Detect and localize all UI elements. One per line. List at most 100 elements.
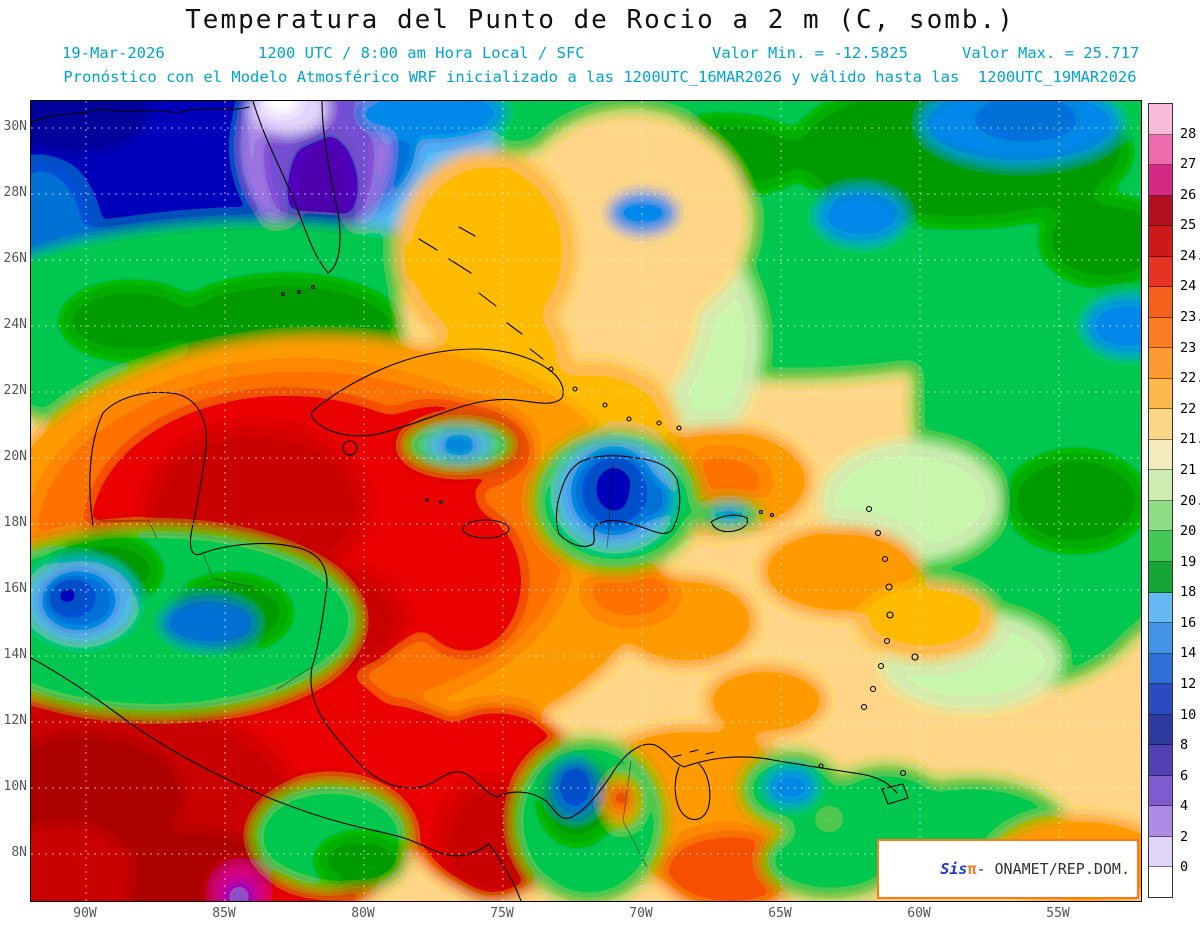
central-america-caribbean-coast [202,543,498,798]
colorbar-tick-label: 16 [1180,614,1197,631]
colorbar-segment [1149,561,1172,593]
colorbar-segment [1149,653,1172,685]
colorbar-tick-label: 6 [1180,767,1189,784]
colorbar-segment [1149,348,1172,379]
colorbar-segment [1149,531,1172,562]
cuba-coastline [310,348,564,437]
country-borders [98,462,648,868]
colorbar-segment [1149,745,1172,776]
lat-tick-label: 24N [3,317,27,332]
value-max-label: Valor Max. = 25.717 [962,44,1140,62]
map-artwork [31,101,1141,901]
colorbar-tick-label: 0 [1180,859,1189,876]
lon-tick-label: 60W [907,906,931,921]
watermark-brand: Sis [940,860,968,878]
colorbar-tick-label: 23.5 [1180,309,1200,326]
lake-maracaibo [674,763,711,821]
colorbar-segment [1149,623,1172,654]
colorbar-segment [1149,714,1172,746]
puerto-rico-coastline [710,514,748,533]
cayman-islands [424,497,444,505]
map-frame: Sisπ- ONAMET/REP.DOM. [30,100,1142,902]
page-title: Temperatura del Punto de Rocio a 2 m (C,… [185,5,1015,35]
colorbar-tick-label: 22 [1180,400,1197,417]
model-info-line: Pronóstico con el Modelo Atmosférico WRF… [63,68,1137,86]
colorbar-segment [1149,470,1172,501]
colorbar-segment [1149,592,1172,624]
colorbar-tick-label: 27 [1180,156,1197,173]
hispaniola-coastline [555,455,681,547]
colorbar-tick-label: 23 [1180,339,1197,356]
lat-tick-label: 18N [3,515,27,530]
colorbar-segment [1149,195,1172,227]
contour-field [31,101,1141,901]
colorbar-segment [1149,775,1172,807]
florida-coastline [252,101,341,274]
gulf-coastline [31,106,250,124]
lat-tick-label: 28N [3,185,27,200]
value-min-label: Valor Min. = -12.5825 [712,44,908,62]
colorbar-tick-label: 14 [1180,645,1197,662]
meta-line: 19-Mar-2026 1200 UTC / 8:00 am Hora Loca… [0,44,1200,64]
lat-tick-label: 14N [3,647,27,662]
lat-tick-label: 12N [3,713,27,728]
lat-tick-label: 8N [11,845,27,860]
colorbar-segment [1149,500,1172,532]
yucatan-coastline [89,391,208,556]
colorbar-segment [1149,134,1172,166]
south-america-coast [496,743,898,819]
lon-tick-label: 90W [73,906,97,921]
jamaica-coastline [462,519,510,539]
lat-tick-label: 26N [3,251,27,266]
colorbar-segment [1149,867,1172,897]
colorbar-segment [1149,836,1172,868]
colorbar-segment [1149,256,1172,288]
colorbar-tick-label: 21 [1180,461,1197,478]
trinidad-coastline [881,783,909,805]
forecast-time: 1200 UTC / 8:00 am Hora Local / SFC [258,44,585,62]
isla-juventud [342,440,358,456]
colorbar-segment [1149,409,1172,440]
colorbar-tick-label: 8 [1180,737,1189,754]
colorbar-segment [1149,287,1172,318]
watermark-badge: Sisπ- ONAMET/REP.DOM. [877,839,1139,899]
colorbar-tick-label: 2 [1180,828,1189,845]
pacific-coast [31,657,522,901]
colorbar-segment [1149,378,1172,410]
colorbar [1148,103,1173,898]
colorbar-tick-label: 26 [1180,186,1197,203]
forecast-date: 19-Mar-2026 [62,44,165,62]
graticule-gridlines [31,101,1141,901]
watermark-pi-symbol: π [967,860,977,878]
lat-tick-label: 16N [3,581,27,596]
lon-tick-label: 65W [768,906,792,921]
lesser-antilles-islands [672,505,919,805]
colorbar-segment [1149,439,1172,471]
colorbar-tick-label: 24 [1180,278,1197,295]
colorbar-tick-label: 25 [1180,217,1197,234]
lon-tick-label: 55W [1046,906,1070,921]
lon-tick-label: 75W [490,906,514,921]
colorbar-segment [1149,165,1172,196]
colorbar-tick-label: 28 [1180,125,1197,142]
colorbar-tick-label: 21.5 [1180,431,1200,448]
colorbar-tick-label: 24.5 [1180,247,1200,264]
colorbar-tick-label: 20.5 [1180,492,1200,509]
colorbar-tick-label: 19 [1180,553,1197,570]
lon-tick-label: 70W [629,906,653,921]
lon-tick-label: 85W [212,906,236,921]
bahamas-islands [418,226,682,431]
colorbar-tick-label: 22.5 [1180,370,1200,387]
colorbar-segment [1149,806,1172,837]
lat-tick-label: 20N [3,449,27,464]
lat-tick-label: 22N [3,383,27,398]
lon-tick-label: 80W [351,906,375,921]
watermark-agency: - ONAMET/REP.DOM. [976,860,1130,878]
colorbar-segment [1149,317,1172,349]
colorbar-tick-label: 4 [1180,798,1189,815]
florida-keys [280,284,316,297]
colorbar-tick-label: 18 [1180,584,1197,601]
colorbar-tick-label: 12 [1180,675,1197,692]
coastlines [31,101,919,901]
